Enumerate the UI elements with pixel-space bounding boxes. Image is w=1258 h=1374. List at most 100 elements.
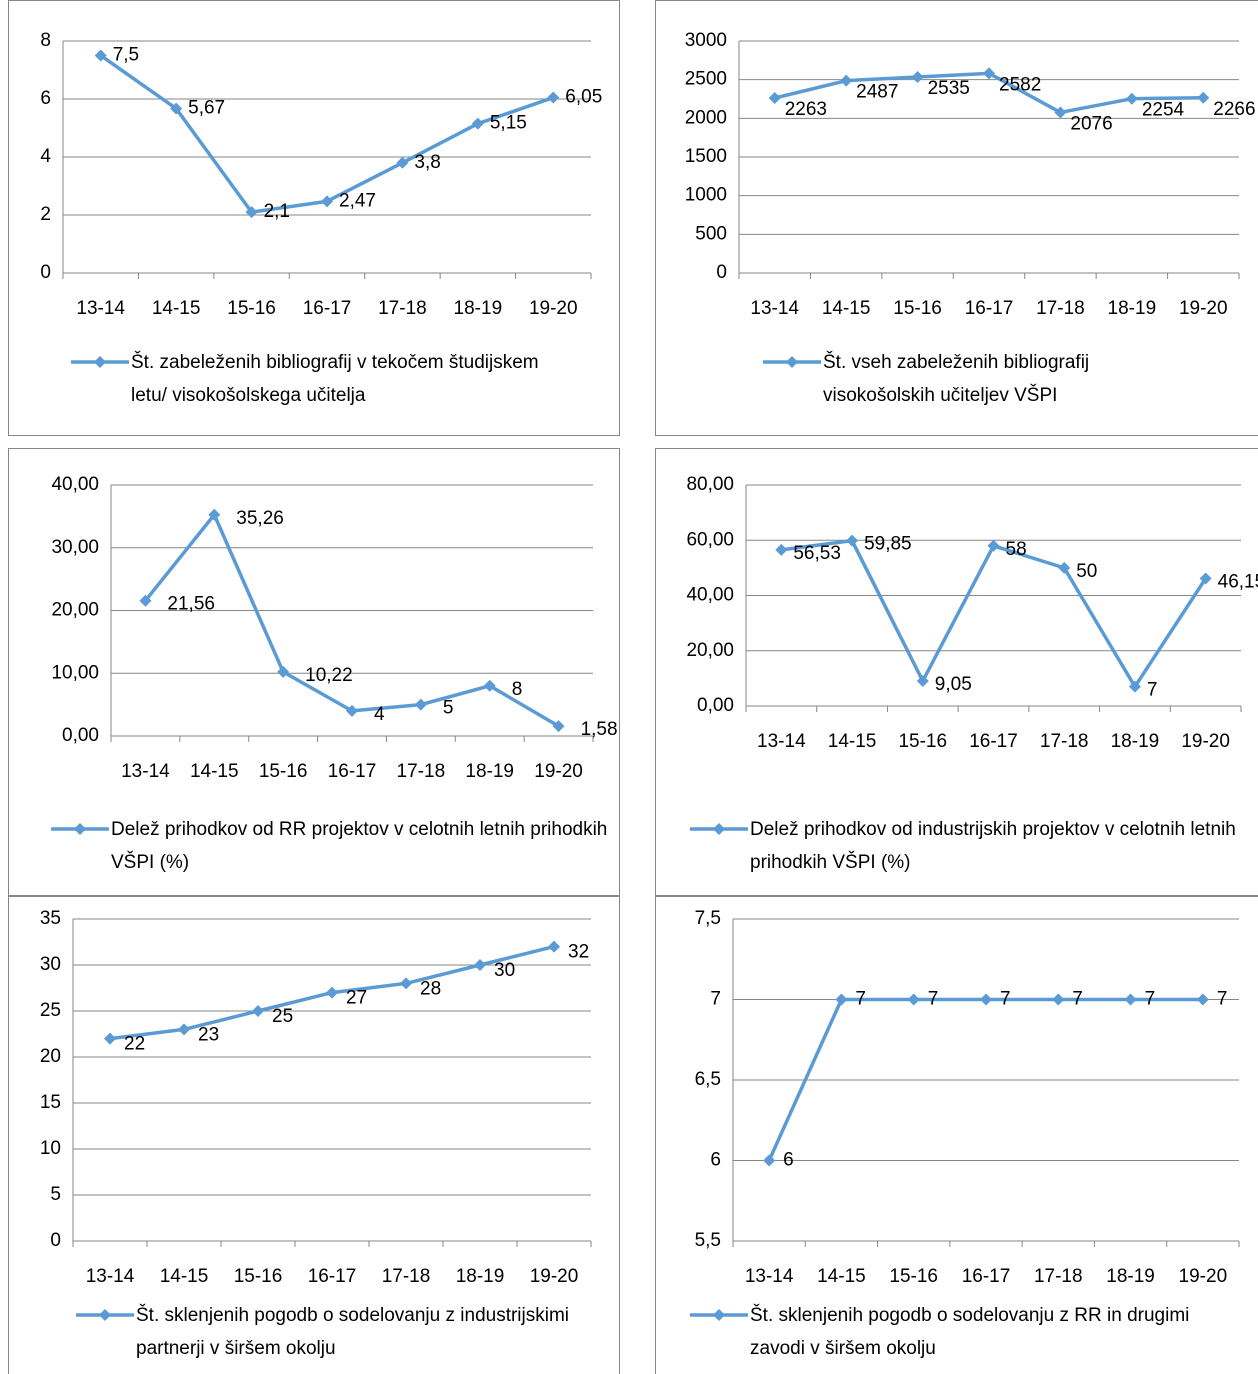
data-point [548,940,560,953]
y-tick-label: 40,00 [686,585,734,606]
x-tick-label: 14-15 [828,731,877,752]
x-tick-label: 16-17 [303,298,352,319]
y-tick-label: 25 [40,1000,61,1021]
legend-swatch [76,1309,134,1321]
y-tick-label: 20,00 [686,640,734,661]
y-tick-label: 3000 [685,30,727,51]
data-point [911,70,924,83]
data-label: 4 [374,704,385,725]
x-tick-label: 15-16 [898,731,947,752]
x-tick-label: 18-19 [456,1266,505,1287]
legend-marker [713,823,725,835]
chart-panel: 0,00 20,00 40,00 60,00 80,00 13-14 14-15 15-16 1… [655,448,1258,896]
data-label: 2535 [928,78,970,99]
data-point [1054,106,1067,119]
data-label: 5 [443,698,454,719]
y-tick-label: 40,00 [51,474,99,495]
data-label: 59,85 [864,534,912,555]
data-label: 7 [1000,989,1011,1010]
x-tick-label: 19-20 [530,1266,579,1287]
data-label: 6 [783,1150,794,1171]
chart-panel: 0 500 1000 1500 2000 2500 3000 13-14 14-15 15-16 1… [655,0,1258,436]
data-label: 9,05 [935,674,972,695]
data-label: 2076 [1070,113,1112,134]
y-tick-label: 15 [40,1092,61,1113]
data-label: 2266 [1213,99,1255,120]
y-tick-label: 10 [40,1138,61,1159]
data-label: 2487 [856,82,898,103]
x-tick-label: 14-15 [160,1266,209,1287]
data-point [1124,993,1137,1006]
y-tick-label: 0,00 [62,725,99,746]
y-tick-label: 30 [40,954,61,975]
data-label: 3,8 [414,152,440,173]
data-label: 7,5 [113,45,139,66]
data-label: 5,15 [490,113,527,134]
legend-swatch [690,1309,748,1321]
x-tick-label: 19-20 [1179,298,1228,319]
x-tick-label: 13-14 [121,761,170,782]
y-tick-label: 30,00 [51,537,99,558]
data-point [326,986,338,999]
data-point [252,1005,264,1017]
data-label: 35,26 [236,508,284,529]
legend: Št. vseh zabeleženih bibliografij visoko… [761,346,1161,412]
data-point [471,117,484,130]
legend-label: Št. vseh zabeleženih bibliografij visoko… [823,352,1090,406]
data-point [983,67,995,80]
data-point [208,508,221,521]
x-tick-label: 13-14 [750,298,799,319]
legend-swatch [51,823,109,835]
chart: 0 500 1000 1500 2000 2500 3000 13-14 14-15 15-16 1… [685,30,1256,319]
chart: 0 2 4 6 8 13-14 14-15 15-16 16-17 17-18 18-19 19-20… [40,30,602,319]
chart-panel: 5,5 6 6,5 7 7,5 13-14 14-15 15-16 16-17 17-18 18-1… [655,896,1258,1374]
x-tick-label: 13-14 [76,298,125,319]
data-label: 21,56 [167,594,215,615]
data-point [1199,572,1212,585]
data-label: 5,67 [188,98,225,119]
x-tick-label: 15-16 [234,1266,283,1287]
chart-panel: 0 5 10 15 20 25 30 35 13-14 14-15 15-16 16-17 17-18 1… [8,896,620,1374]
data-label: 2263 [785,99,827,120]
data-point [178,1023,190,1036]
data-point [547,91,560,104]
x-tick-label: 13-14 [757,731,806,752]
legend-marker [94,356,106,368]
x-tick-label: 15-16 [227,298,276,319]
data-point [1128,680,1141,693]
y-tick-label: 20 [40,1046,61,1067]
y-tick-label: 7,5 [695,908,721,929]
data-label: 28 [420,978,441,999]
data-point [1125,92,1138,105]
data-label: 25 [272,1006,293,1027]
chart: 0,00 10,00 20,00 30,00 40,00 13-14 14-15 15-16 1… [51,474,617,782]
chart: 0,00 20,00 40,00 60,00 80,00 13-14 14-15 15-16 1… [686,474,1258,752]
chart-panel: 0,00 10,00 20,00 30,00 40,00 13-14 14-15 15-16 1… [8,448,620,896]
data-point [104,1032,116,1045]
x-tick-label: 18-19 [454,298,503,319]
data-point [170,102,183,115]
y-tick-label: 35 [40,908,61,929]
chart: 0 5 10 15 20 25 30 35 13-14 14-15 15-16 16-17 17-18 1… [40,908,592,1287]
series-line [144,512,560,728]
data-point [483,679,496,692]
data-label: 50 [1076,561,1097,582]
y-tick-label: 0 [50,1230,61,1251]
data-label: 8 [512,679,523,700]
data-point [980,993,992,1006]
data-label: 7 [1147,680,1158,701]
y-tick-label: 500 [695,223,727,244]
x-tick-label: 15-16 [889,1266,938,1287]
x-tick-label: 15-16 [259,761,308,782]
legend-marker [713,1309,725,1321]
x-tick-label: 17-18 [1034,1266,1083,1287]
y-tick-label: 80,00 [686,474,734,495]
x-tick-label: 19-20 [534,761,583,782]
data-point [139,594,152,607]
series-line [781,538,1208,689]
y-tick-label: 10,00 [51,662,99,683]
y-tick-label: 2000 [685,107,727,128]
legend-label: Št. sklenjenih pogodb o sodelovanju z in… [136,1305,570,1359]
legend: Št. zabeleženih bibliografij v tekočem š… [69,346,549,412]
legend-marker [74,823,86,835]
